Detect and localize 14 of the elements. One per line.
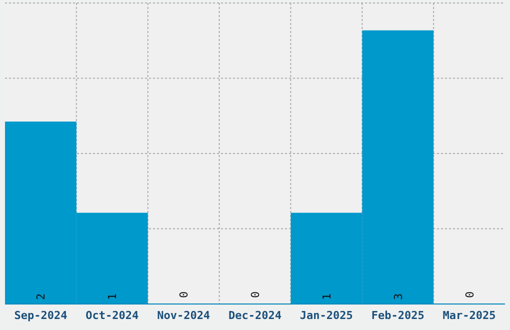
data-label: 1 [320,293,334,300]
data-label: 0 [178,291,191,298]
data-label: 2 [34,293,48,300]
data-label: 0 [463,291,476,298]
data-label: 0 [249,291,262,298]
x-tick-label: Feb-2025 [371,309,424,322]
x-tick-label: Nov-2024 [157,309,210,322]
x-tick-label: Jan-2025 [300,309,353,322]
x-tick-label: Dec-2024 [228,309,282,322]
x-tick-label: Oct-2024 [86,309,140,322]
x-tick-label: Sep-2024 [14,309,68,322]
data-label: 3 [392,293,405,300]
x-tick-label: Mar-2025 [442,309,496,322]
data-label: 1 [106,293,120,300]
